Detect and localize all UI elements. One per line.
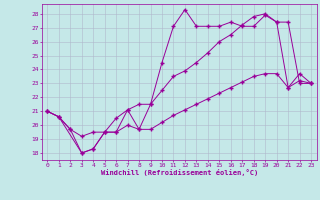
X-axis label: Windchill (Refroidissement éolien,°C): Windchill (Refroidissement éolien,°C) <box>100 169 258 176</box>
